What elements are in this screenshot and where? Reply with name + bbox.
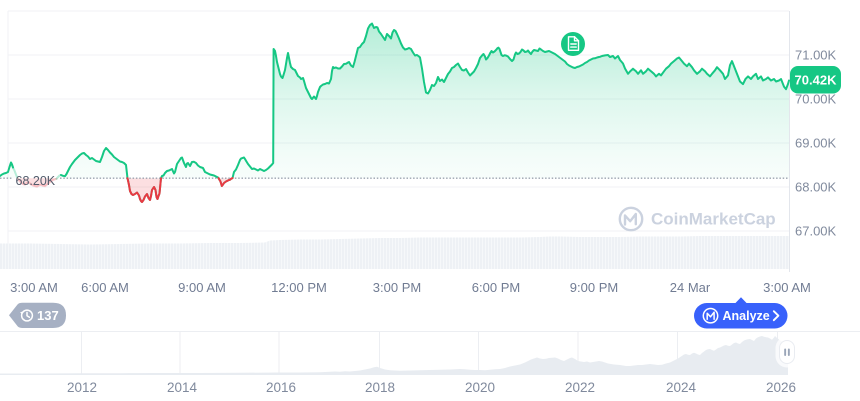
svg-text:9:00 PM: 9:00 PM — [570, 280, 618, 295]
svg-text:3:00 PM: 3:00 PM — [373, 280, 421, 295]
svg-text:3:00 AM: 3:00 AM — [763, 280, 811, 295]
svg-text:24 Mar: 24 Mar — [670, 280, 711, 295]
svg-text:71.00K: 71.00K — [795, 48, 837, 63]
svg-text:9:00 AM: 9:00 AM — [178, 280, 226, 295]
svg-text:2012: 2012 — [67, 380, 97, 395]
svg-text:2014: 2014 — [167, 380, 198, 395]
svg-text:6:00 PM: 6:00 PM — [472, 280, 520, 295]
svg-text:12:00 PM: 12:00 PM — [271, 280, 327, 295]
svg-text:69.00K: 69.00K — [795, 136, 837, 151]
svg-text:6:00 AM: 6:00 AM — [81, 280, 129, 295]
svg-text:67.00K: 67.00K — [795, 224, 837, 239]
svg-text:70.00K: 70.00K — [795, 92, 837, 107]
svg-text:2016: 2016 — [266, 380, 296, 395]
svg-text:70.42K: 70.42K — [795, 72, 838, 87]
svg-text:Analyze: Analyze — [723, 309, 770, 323]
svg-text:3:00 AM: 3:00 AM — [10, 280, 58, 295]
svg-text:137: 137 — [37, 308, 59, 323]
svg-text:2018: 2018 — [365, 380, 395, 395]
svg-text:2024: 2024 — [666, 380, 697, 395]
svg-text:2020: 2020 — [465, 380, 495, 395]
svg-text:CoinMarketCap: CoinMarketCap — [651, 210, 776, 229]
svg-text:2026: 2026 — [766, 380, 796, 395]
svg-text:2022: 2022 — [565, 380, 595, 395]
svg-text:68.00K: 68.00K — [795, 180, 837, 195]
svg-text:68.20K: 68.20K — [16, 174, 56, 188]
